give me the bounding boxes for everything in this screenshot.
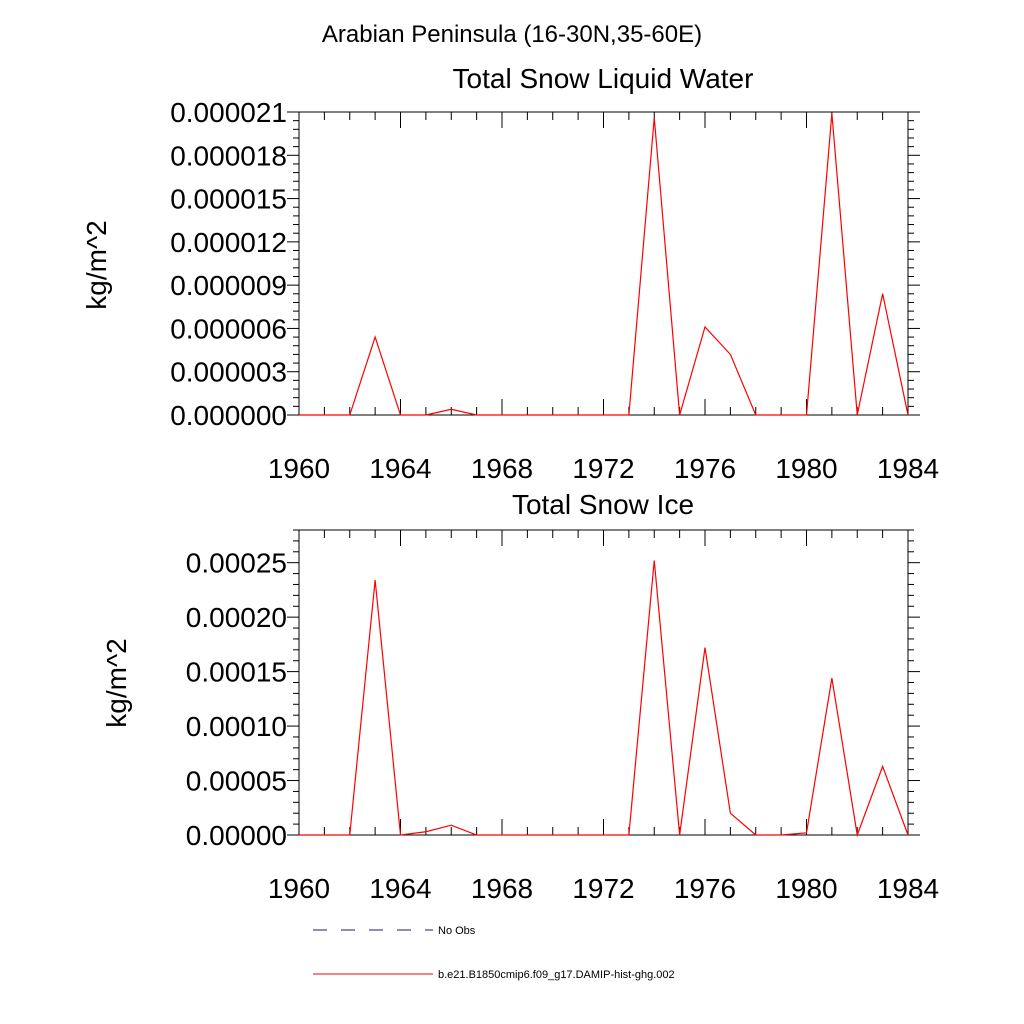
y-tick-label: 0.000000 <box>170 400 287 431</box>
panel-snow-ice: Total Snow Ice kg/m^2 0.00000 0.00005 0.00… <box>101 489 939 904</box>
x-tick-label: 1984 <box>877 453 939 484</box>
figure-suptitle: Arabian Peninsula (16-30N,35-60E) <box>322 21 702 48</box>
plot-frame <box>298 529 909 836</box>
legend: No Obs b.e21.B1850cmip6.f09_g17.DAMIP-hi… <box>313 925 675 981</box>
y-tick-label: 0.00000 <box>186 820 287 851</box>
x-tick-label: 1972 <box>572 873 634 904</box>
x-tick-label: 1976 <box>674 873 736 904</box>
x-tick-label: 1980 <box>775 453 837 484</box>
x-tick-label: 1976 <box>674 453 736 484</box>
y-tick-label: 0.00010 <box>186 711 287 742</box>
y-tick-label: 0.00025 <box>186 548 287 579</box>
x-tick-label: 1984 <box>877 873 939 904</box>
x-tick-label: 1964 <box>369 873 431 904</box>
plot-frame <box>298 111 909 416</box>
x-tick-label: 1968 <box>471 873 533 904</box>
y-tick-label: 0.00020 <box>186 602 287 633</box>
y-tick-label: 0.000006 <box>170 313 287 344</box>
y-axis-label: kg/m^2 <box>81 220 112 309</box>
panel-snow-liquid-water: Total Snow Liquid Water kg/m^2 0.000000 0… <box>81 63 939 484</box>
y-tick-label: 0.000012 <box>170 227 287 258</box>
y-axis-label: kg/m^2 <box>101 638 132 727</box>
y-tick-label: 0.000015 <box>170 184 287 215</box>
panel-title: Total Snow Liquid Water <box>453 63 754 94</box>
series-line <box>299 560 909 838</box>
series-line <box>299 113 909 416</box>
legend-label-no-obs: No Obs <box>438 925 476 937</box>
x-tick-label: 1960 <box>268 873 330 904</box>
y-tick-label: 0.000018 <box>170 140 287 171</box>
y-tick-label: 0.00005 <box>186 766 287 797</box>
x-tick-label: 1972 <box>572 453 634 484</box>
x-tick-label: 1980 <box>775 873 837 904</box>
x-tick-label: 1964 <box>369 453 431 484</box>
y-tick-label: 0.000003 <box>170 357 287 388</box>
y-tick-label: 0.000021 <box>170 97 287 128</box>
panel-title: Total Snow Ice <box>512 489 694 520</box>
y-tick-label: 0.000009 <box>170 270 287 301</box>
x-tick-label: 1968 <box>471 453 533 484</box>
x-tick-label: 1960 <box>268 453 330 484</box>
legend-label-model: b.e21.B1850cmip6.f09_g17.DAMIP-hist-ghg.… <box>438 969 675 981</box>
y-tick-label: 0.00015 <box>186 657 287 688</box>
